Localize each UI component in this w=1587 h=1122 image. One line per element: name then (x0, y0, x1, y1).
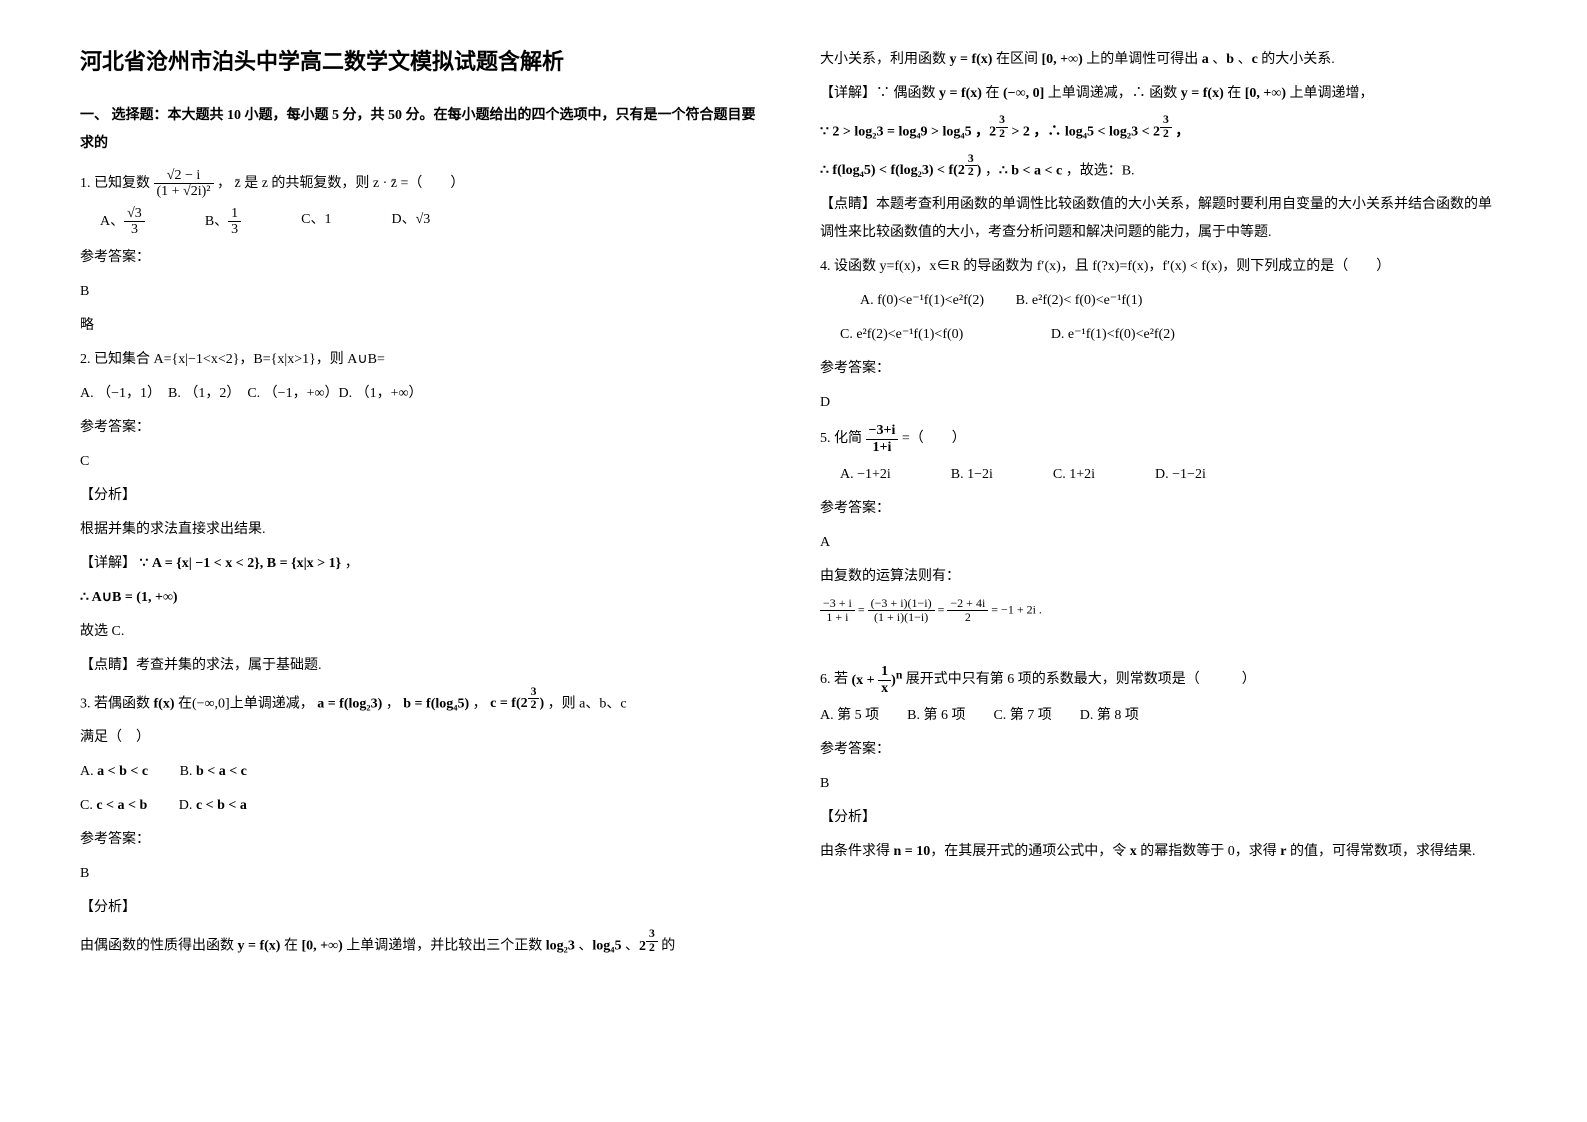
q3-analysis-label: 【分析】 (80, 894, 760, 922)
q5-ref-label: 参考答案： (820, 495, 1500, 523)
q1-optA: A、√33 (100, 206, 145, 238)
q5-optA: A. −1+2i (840, 461, 891, 489)
q2-ref-label: 参考答案： (80, 414, 760, 442)
q5-optB: B. 1−2i (951, 461, 993, 489)
q3-optA: a < b < c (97, 764, 148, 779)
left-column: 河北省沧州市泊头中学高二数学文模拟试题含解析 一、 选择题：本大题共 10 小题… (80, 40, 760, 967)
q6-analysis: 由条件求得 n = 10，在其展开式的通项公式中，令 x 的幂指数等于 0，求得… (820, 838, 1500, 866)
q1-answer: B (80, 278, 760, 306)
q5-num: −3+i (866, 423, 899, 439)
q1-mid: ， z̄ 是 z 的共轭复数，则 z · z̄ =（ ） (217, 176, 464, 191)
q3-line2: 满足（ ） (80, 724, 760, 752)
q5-optD: D. −1−2i (1155, 461, 1206, 489)
q2-analysis: 根据并集的求法直接求出结果. (80, 516, 760, 544)
q3-b: b = f(log₄5) (403, 696, 469, 711)
r-line5: 【点睛】本题考查利用函数的单调性比较函数值的大小关系，解题时要利用自变量的大小关… (820, 191, 1500, 247)
q3-row1: A. a < b < c B. b < a < c (80, 758, 760, 786)
q4-optD: D. e⁻¹f(1)<f(0)<e²f(2) (1051, 327, 1175, 342)
q2-analysis-label: 【分析】 (80, 482, 760, 510)
q4-row2: C. e²f(2)<e⁻¹f(1)<f(0) D. e⁻¹f(1)<f(0)<e… (840, 321, 1500, 349)
q2-detail-label: 【详解】 (80, 556, 136, 571)
q6-ref-label: 参考答案： (820, 736, 1500, 764)
q2-stem: 2. 已知集合 A={x|−1<x<2}，B={x|x>1}，则 A∪B= (80, 346, 760, 374)
q6-tail: 展开式中只有第 6 项的系数最大，则常数项是（ ） (906, 673, 1256, 688)
q3-analysis: 由偶函数的性质得出函数 y = f(x) 在 [0, +∞) 上单调递增，并比较… (80, 928, 760, 961)
page-title: 河北省沧州市泊头中学高二数学文模拟试题含解析 (80, 40, 760, 84)
q3-ref-label: 参考答案： (80, 826, 760, 854)
r-line3: ∵ 2 > log₂3 = log₄9 > log₄5 ，232 > 2 ，∴ … (820, 114, 1500, 147)
q1-optD: D、√3 (392, 206, 431, 238)
q5-calc-label: 由复数的运算法则有： (820, 563, 1500, 591)
q4-stem: 4. 设函数 y=f(x)，x∈R 的导函数为 f′(x)，且 f(?x)=f(… (820, 253, 1500, 281)
q5-frac: −3+i 1+i (866, 423, 899, 455)
q1-analysis: 略 (80, 312, 760, 340)
q5-stem: 5. 化简 −3+i 1+i =（ ） (820, 423, 1500, 455)
q5-choices: A. −1+2i B. 1−2i C. 1+2i D. −1−2i (840, 461, 1500, 489)
q4-ref-label: 参考答案： (820, 355, 1500, 383)
q3-fx: f(x) (154, 696, 175, 711)
q3-optB: b < a < c (196, 764, 247, 779)
q6-answer: B (820, 770, 1500, 798)
q2-detail2: ∴ A∪B = (1, +∞) (80, 584, 760, 612)
r-line1: 大小关系，利用函数 y = f(x) 在区间 [0, +∞) 上的单调性可得出 … (820, 46, 1500, 74)
page: 河北省沧州市泊头中学高二数学文模拟试题含解析 一、 选择题：本大题共 10 小题… (0, 0, 1587, 1007)
q2-options: A. （−1，1） B. （1，2） C. （−1，+∞）D. （1，+∞） (80, 380, 760, 408)
q5-answer: A (820, 529, 1500, 557)
q2-detail1: ∵ A = {x| −1 < x < 2}, B = {x|x > 1} (140, 556, 342, 571)
q6-expr: (x + 1x)n (852, 673, 903, 688)
q3-answer: B (80, 860, 760, 888)
q3-stem: 3. 若偶函数 f(x) 在(−∞,0]上单调递减， a = f(log₂3) … (80, 686, 760, 719)
q5-prefix: 5. 化简 (820, 431, 862, 446)
right-column: 大小关系，利用函数 y = f(x) 在区间 [0, +∞) 上的单调性可得出 … (820, 40, 1500, 967)
q1-stem: 1. 已知复数 √2 − i (1 + √2i)² ， z̄ 是 z 的共轭复数… (80, 168, 760, 200)
q6-options: A. 第 5 项 B. 第 6 项 C. 第 7 项 D. 第 8 项 (820, 702, 1500, 730)
q1-choices: A、√33 B、13 C、1 D、√3 (100, 206, 760, 238)
q2-answer: C (80, 448, 760, 476)
q3-optD: c < b < a (196, 798, 247, 813)
q6-stem: 6. 若 (x + 1x)n 展开式中只有第 6 项的系数最大，则常数项是（ ） (820, 664, 1500, 696)
q5-den: 1+i (866, 440, 899, 455)
q1-optC: C、1 (301, 206, 331, 238)
q3-c: c = f(232) (490, 696, 544, 711)
q1-den: (1 + √2i)² (154, 184, 214, 199)
q1-prefix: 1. 已知复数 (80, 176, 150, 191)
section-instructions: 一、 选择题：本大题共 10 小题，每小题 5 分，共 50 分。在每小题给出的… (80, 102, 760, 158)
q4-row1: A. f(0)<e⁻¹f(1)<e²f(2) B. e²f(2)< f(0)<e… (860, 287, 1500, 315)
q4-answer: D (820, 389, 1500, 417)
q3-prefix: 3. 若偶函数 (80, 696, 150, 711)
q1-num: √2 − i (154, 168, 214, 184)
q1-optB: B、13 (205, 206, 241, 238)
q2-point: 【点睛】考查并集的求法，属于基础题. (80, 652, 760, 680)
q1-ref-label: 参考答案： (80, 244, 760, 272)
q4-optA: A. f(0)<e⁻¹f(1)<e²f(2) (860, 293, 984, 308)
q3-row2: C. c < a < b D. c < b < a (80, 792, 760, 820)
q3-mid1: 在(−∞,0]上单调递减， (178, 696, 314, 711)
q3-a: a = f(log₂3) (317, 696, 382, 711)
q6-analysis-label: 【分析】 (820, 804, 1500, 832)
q4-optB: B. e²f(2)< f(0)<e⁻¹f(1) (1016, 293, 1143, 308)
q3-optC: c < a < b (96, 798, 147, 813)
q5-tail: =（ ） (902, 431, 966, 446)
q3-tail: ，则 a、b、c (548, 696, 627, 711)
q6-prefix: 6. 若 (820, 673, 848, 688)
q2-detail3: 故选 C. (80, 618, 760, 646)
r-line4: ∴ f(log₄5) < f(log₂3) < f(232) ，∴ b < a … (820, 153, 1500, 186)
r-line2: 【详解】∵ 偶函数 y = f(x) 在 (−∞, 0] 上单调递减，∴ 函数 … (820, 80, 1500, 108)
q1-formula: √2 − i (1 + √2i)² (154, 168, 214, 200)
q5-calc: −3 + i1 + i = (−3 + i)(1−i)(1 + i)(1−i) … (820, 597, 1500, 624)
q2-detail-row: 【详解】 ∵ A = {x| −1 < x < 2}, B = {x|x > 1… (80, 550, 760, 578)
q5-optC: C. 1+2i (1053, 461, 1095, 489)
q4-optC: C. e²f(2)<e⁻¹f(1)<f(0) (840, 327, 963, 342)
